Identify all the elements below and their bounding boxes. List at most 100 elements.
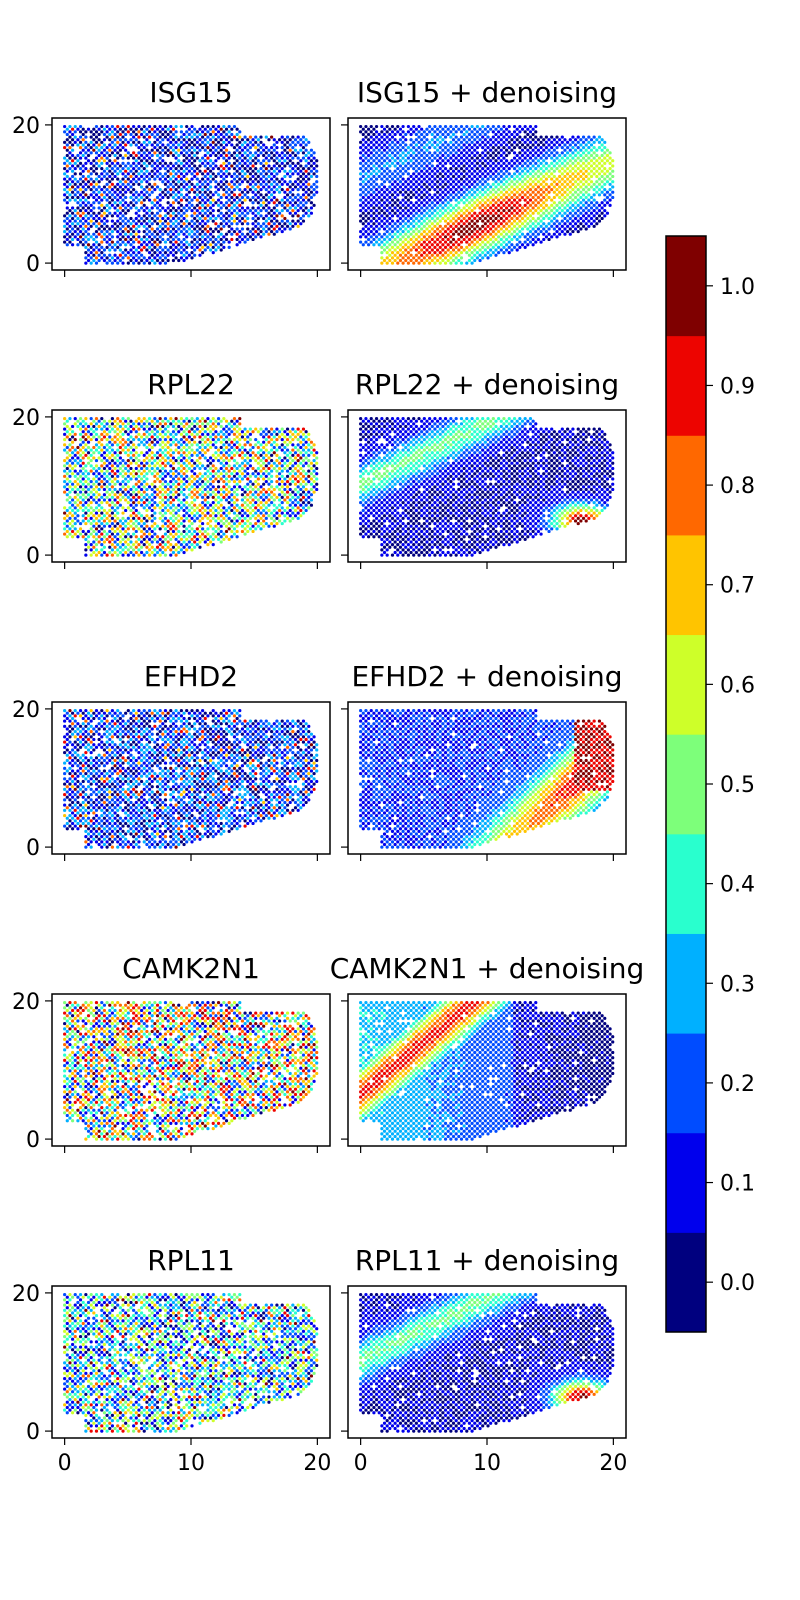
spot <box>499 248 503 252</box>
spot <box>372 180 376 184</box>
spot <box>518 229 522 234</box>
spot <box>301 219 306 223</box>
spot <box>462 232 466 236</box>
spot <box>398 164 403 168</box>
spot <box>435 216 440 221</box>
spot <box>110 553 115 557</box>
spot <box>166 243 170 247</box>
spot <box>100 161 104 165</box>
spot <box>94 130 99 134</box>
spot <box>94 548 99 552</box>
spot <box>520 216 525 221</box>
spot <box>449 235 453 239</box>
spot <box>238 130 242 134</box>
spot <box>401 156 405 160</box>
spot <box>118 519 122 523</box>
spot <box>89 250 93 255</box>
spot <box>536 237 541 242</box>
spot <box>163 527 168 531</box>
spot <box>134 185 138 189</box>
spot <box>110 245 115 249</box>
spot <box>377 143 381 147</box>
spot <box>489 169 493 173</box>
spot <box>499 148 503 152</box>
spot <box>542 232 546 236</box>
spot <box>587 214 591 218</box>
spot <box>235 237 239 242</box>
spot <box>262 222 266 226</box>
spot <box>97 148 101 152</box>
spot <box>366 169 371 173</box>
spot <box>592 219 596 223</box>
spot <box>611 169 615 173</box>
spot <box>499 132 503 137</box>
spot <box>542 174 546 179</box>
spot <box>512 182 517 186</box>
spot <box>406 219 411 223</box>
spot <box>219 540 223 544</box>
spot <box>388 143 392 147</box>
spot <box>369 145 373 150</box>
spot <box>534 240 538 244</box>
spot <box>126 261 130 265</box>
spot <box>443 235 448 239</box>
spot <box>78 208 83 213</box>
spot <box>478 132 482 137</box>
spot <box>86 248 91 252</box>
spot <box>366 222 371 226</box>
spot <box>139 216 144 221</box>
spot <box>512 124 517 129</box>
spot <box>390 229 395 234</box>
spot <box>404 253 408 257</box>
spot <box>486 256 490 260</box>
spot <box>108 253 112 257</box>
spot <box>179 208 183 213</box>
spot <box>534 130 538 134</box>
spot <box>174 135 178 139</box>
spot <box>81 519 85 523</box>
spot <box>571 151 575 155</box>
spot <box>169 130 173 134</box>
spot <box>139 550 144 555</box>
spot <box>377 153 381 158</box>
spot <box>190 250 194 255</box>
spot <box>465 250 469 255</box>
spot <box>73 521 77 526</box>
spot <box>449 172 453 176</box>
spot <box>486 224 490 228</box>
spot <box>161 545 165 549</box>
spot <box>216 203 221 207</box>
spot <box>147 161 152 165</box>
spot <box>153 537 157 541</box>
spot <box>312 182 316 186</box>
spot <box>142 224 146 228</box>
spot <box>382 243 387 247</box>
spot <box>190 198 194 202</box>
spot <box>595 185 599 189</box>
spot <box>380 224 384 228</box>
spot <box>158 511 162 515</box>
spot <box>190 151 194 155</box>
spot <box>179 235 183 239</box>
spot <box>89 130 93 134</box>
spot <box>86 529 91 534</box>
spot <box>198 248 202 252</box>
spot <box>110 229 115 234</box>
spot <box>481 135 485 139</box>
spot <box>382 148 387 152</box>
spot <box>201 145 205 150</box>
spot <box>142 527 146 531</box>
spot <box>124 164 128 168</box>
spot <box>364 240 368 244</box>
spot <box>589 159 594 163</box>
spot <box>361 243 365 247</box>
spot <box>377 138 381 142</box>
spot <box>462 138 466 142</box>
spot <box>227 156 231 160</box>
spot <box>393 237 397 242</box>
spot <box>412 124 416 129</box>
spot <box>147 166 152 171</box>
spot <box>259 516 263 520</box>
spot <box>539 224 543 228</box>
